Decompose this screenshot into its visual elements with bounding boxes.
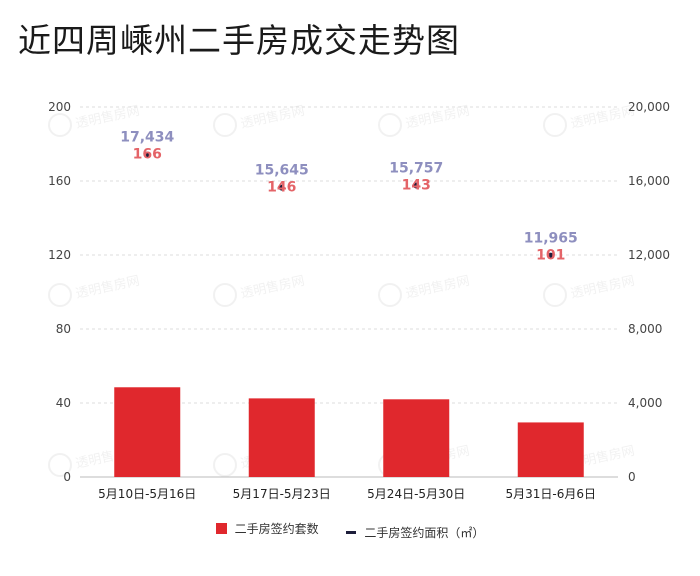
bar-series	[114, 387, 584, 477]
y-left-tick-label: 40	[56, 396, 71, 410]
bar	[383, 399, 450, 477]
x-tick-label: 5月17日-5月23日	[233, 487, 331, 501]
y-right-tick-label: 8,000	[628, 322, 662, 336]
y-right-tick-label: 4,000	[628, 396, 662, 410]
area-data-label: 11,965	[524, 231, 578, 247]
y-left-tick-label: 200	[48, 100, 71, 114]
legend-label-bar: 二手房签约套数	[234, 522, 319, 536]
watermark-text: 透明售房网	[74, 273, 141, 302]
count-data-label: 146	[267, 180, 296, 196]
y-left-tick-label: 160	[48, 174, 71, 188]
watermark-1-0: 透明售房网	[48, 273, 141, 307]
y-right-tick-label: 20,000	[628, 100, 670, 114]
watermark-logo-icon	[543, 113, 567, 137]
area-point	[144, 151, 151, 158]
watermark-1-2: 透明售房网	[378, 273, 471, 307]
point-series	[144, 151, 554, 259]
watermark-0-2: 透明售房网	[378, 103, 471, 137]
y-left-tick-label: 80	[56, 322, 71, 336]
watermark-text: 透明售房网	[569, 273, 636, 302]
area-point	[278, 184, 285, 191]
area-point	[547, 252, 554, 259]
bar	[517, 422, 584, 477]
watermark-1-1: 透明售房网	[213, 273, 306, 307]
legend-bar-swatch	[215, 523, 227, 534]
watermark-1-3: 透明售房网	[543, 273, 636, 307]
area-data-label: 17,434	[120, 129, 174, 145]
legend-label-point: 二手房签约面积（㎡）	[364, 526, 485, 540]
watermark-logo-icon	[543, 283, 567, 307]
count-data-label: 143	[402, 177, 431, 193]
watermark-logo-icon	[213, 453, 237, 477]
y-left-tick-label: 0	[63, 470, 71, 484]
watermark-0-1: 透明售房网	[213, 103, 306, 137]
watermark-logo-icon	[213, 113, 237, 137]
legend-point-swatch	[346, 531, 357, 534]
y-right-tick-label: 0	[628, 470, 636, 484]
watermark-text: 透明售房网	[404, 103, 471, 132]
chart-title: 近四周嵊州二手房成交走势图	[18, 21, 460, 60]
watermark-logo-icon	[378, 113, 402, 137]
x-tick-label: 5月24日-5月30日	[367, 487, 465, 501]
legend-item-bar[interactable]: 二手房签约套数	[215, 520, 319, 537]
watermark-logo-icon	[48, 113, 72, 137]
bar	[114, 387, 181, 477]
count-data-label: 166	[133, 146, 162, 162]
y-right-tick-label: 16,000	[628, 174, 670, 188]
watermark-logo-icon	[378, 283, 402, 307]
watermark-logo-icon	[48, 283, 72, 307]
area-data-label: 15,645	[255, 163, 309, 179]
watermark-logo-icon	[213, 283, 237, 307]
watermark-text: 透明售房网	[239, 273, 306, 302]
legend-item-point[interactable]: 二手房签约面积（㎡）	[346, 524, 484, 541]
watermark-text: 透明售房网	[74, 103, 141, 132]
area-point	[413, 182, 420, 189]
x-tick-label: 5月10日-5月16日	[98, 487, 196, 501]
watermark-logo-icon	[48, 453, 72, 477]
area-data-label: 15,757	[389, 160, 443, 176]
legend: 二手房签约套数 二手房签约面积（㎡）	[0, 520, 700, 541]
watermark-text: 透明售房网	[404, 273, 471, 302]
watermark-0-3: 透明售房网	[543, 103, 636, 137]
count-data-label: 101	[536, 248, 565, 264]
x-tick-label: 5月31日-6月6日	[505, 487, 596, 501]
y-right-tick-label: 12,000	[628, 248, 670, 262]
y-left-tick-label: 120	[48, 248, 71, 262]
bar	[248, 398, 315, 477]
